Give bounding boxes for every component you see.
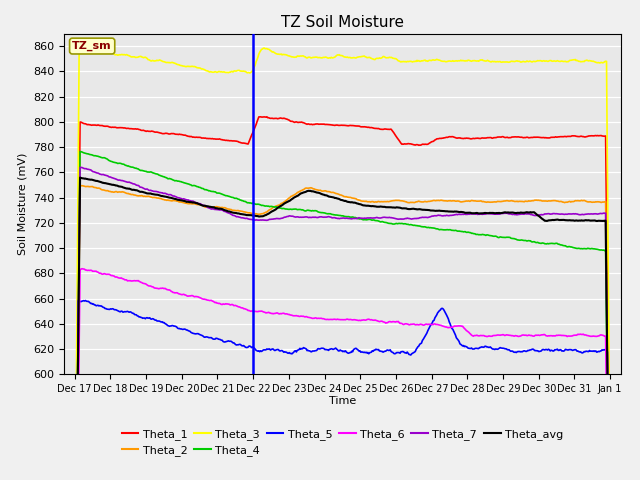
Theta_avg — [166, 195, 174, 201]
Theta_4 — [314, 209, 322, 215]
Theta_3 — [475, 59, 483, 64]
Theta_7 — [475, 211, 483, 217]
Theta_1 — [475, 135, 483, 141]
Theta_avg — [429, 208, 437, 214]
Theta_4 — [429, 225, 437, 231]
Theta_2 — [76, 182, 84, 188]
Theta_1 — [257, 114, 264, 120]
Text: TZ_sm: TZ_sm — [72, 41, 112, 51]
Theta_6 — [475, 333, 483, 339]
Theta_6 — [166, 288, 174, 293]
Title: TZ Soil Moisture: TZ Soil Moisture — [281, 15, 404, 30]
Theta_3 — [209, 69, 217, 75]
Theta_5 — [429, 318, 437, 324]
Theta_6 — [209, 299, 217, 304]
Theta_4 — [209, 189, 217, 194]
Theta_7 — [429, 213, 437, 219]
Theta_6 — [314, 315, 322, 321]
Theta_7 — [314, 215, 322, 220]
Line: Theta_6: Theta_6 — [75, 269, 610, 480]
Theta_1 — [387, 126, 395, 132]
Theta_2 — [387, 198, 395, 204]
Line: Theta_avg: Theta_avg — [75, 178, 610, 480]
Theta_3 — [387, 54, 395, 60]
Theta_3 — [76, 44, 83, 50]
Line: Theta_7: Theta_7 — [75, 168, 610, 480]
Theta_4 — [166, 176, 174, 182]
Theta_5 — [475, 346, 483, 351]
Theta_1 — [209, 136, 216, 142]
Theta_4 — [387, 221, 395, 227]
Theta_avg — [209, 204, 217, 210]
Theta_6 — [387, 319, 395, 325]
Theta_5 — [209, 336, 217, 342]
Theta_5 — [166, 323, 174, 329]
Theta_2 — [475, 198, 483, 204]
Theta_5 — [314, 346, 322, 352]
Theta_1 — [166, 131, 173, 137]
Theta_3 — [166, 60, 174, 66]
Line: Theta_2: Theta_2 — [75, 185, 610, 480]
Theta_7 — [76, 165, 84, 170]
Theta_4 — [76, 149, 84, 155]
Theta_4 — [475, 232, 483, 238]
Line: Theta_5: Theta_5 — [75, 300, 610, 480]
Theta_6 — [429, 322, 437, 327]
Theta_1 — [314, 121, 322, 127]
Theta_1 — [429, 139, 437, 144]
Y-axis label: Soil Moisture (mV): Soil Moisture (mV) — [17, 153, 28, 255]
Theta_2 — [429, 198, 437, 204]
Theta_7 — [209, 206, 217, 212]
Theta_5 — [387, 348, 395, 354]
Theta_avg — [475, 211, 483, 216]
Theta_6 — [78, 266, 86, 272]
Theta_avg — [76, 175, 84, 180]
Legend: Theta_1, Theta_2, Theta_3, Theta_4, Theta_5, Theta_6, Theta_7, Theta_avg: Theta_1, Theta_2, Theta_3, Theta_4, Thet… — [117, 424, 568, 460]
Line: Theta_3: Theta_3 — [75, 47, 610, 480]
Theta_2 — [209, 204, 217, 210]
Theta_7 — [166, 192, 174, 197]
Theta_avg — [387, 204, 395, 210]
Line: Theta_4: Theta_4 — [75, 152, 610, 480]
Theta_avg — [314, 190, 322, 195]
Line: Theta_1: Theta_1 — [75, 117, 610, 480]
Theta_3 — [429, 57, 437, 63]
X-axis label: Time: Time — [329, 396, 356, 406]
Theta_2 — [314, 187, 322, 193]
Theta_5 — [81, 298, 89, 303]
Theta_3 — [314, 55, 322, 60]
Theta_7 — [387, 215, 395, 220]
Theta_2 — [166, 198, 174, 204]
